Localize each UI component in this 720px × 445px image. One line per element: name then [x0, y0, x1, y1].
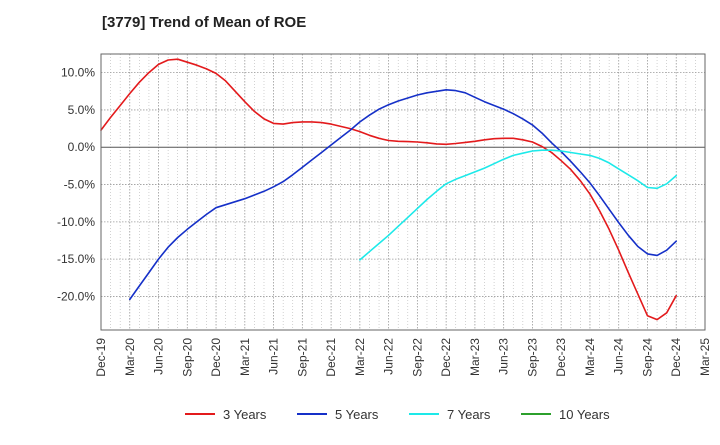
x-tick-label: Jun-22: [382, 338, 396, 375]
x-tick-label: Mar-25: [698, 338, 712, 376]
x-tick-label: Jun-20: [152, 338, 166, 375]
legend-label: 5 Years: [335, 407, 379, 422]
y-tick-label: 0.0%: [68, 140, 96, 154]
series-layer: [100, 58, 677, 321]
x-tick-label-layer: Dec-19 Mar-20 Jun-20 Sep-20 Dec-20 Mar-21 Jun-…: [94, 338, 712, 377]
x-tick-label: Sep-22: [410, 338, 424, 377]
x-tick-label: Dec-21: [324, 338, 338, 377]
y-tick-label: -5.0%: [64, 178, 96, 192]
y-tick-label: -10.0%: [57, 215, 95, 229]
x-tick-label: Jun-24: [612, 338, 626, 375]
x-tick-label: Mar-23: [468, 338, 482, 376]
x-tick-label: Jun-23: [497, 338, 511, 375]
x-tick-label: Mar-21: [238, 338, 252, 376]
x-tick-label: Sep-24: [640, 338, 654, 377]
legend: 3 Years 5 Years 7 Years 10 Years: [185, 407, 610, 422]
series-line-5-years: [129, 89, 677, 301]
plot-frame-layer: [100, 53, 706, 331]
y-tick-label-layer: 10.0% 5.0% 0.0% -5.0% -10.0% -15.0% -20.0%: [57, 66, 95, 304]
y-tick-label: -20.0%: [57, 289, 95, 303]
x-tick-label: Dec-20: [209, 338, 223, 377]
x-tick-label: Mar-24: [583, 338, 597, 376]
x-tick-label: Jun-21: [267, 338, 281, 375]
y-tick-label: 10.0%: [61, 66, 95, 80]
x-tick-label: Sep-23: [525, 338, 539, 377]
x-tick-label: Mar-22: [353, 338, 367, 376]
x-tick-label: Dec-19: [94, 338, 108, 377]
x-tick-label: Dec-24: [669, 338, 683, 377]
plot-frame: [100, 53, 706, 331]
x-tick-label: Dec-22: [439, 338, 453, 377]
x-tick-label: Sep-21: [295, 338, 309, 377]
series-line-3-years: [100, 58, 677, 321]
series-line-7-years: [359, 149, 677, 261]
grid-layer: [101, 54, 705, 330]
chart-title: [3779] Trend of Mean of ROE: [102, 14, 307, 31]
legend-label: 10 Years: [559, 407, 610, 422]
x-tick-label: Mar-20: [123, 338, 137, 376]
y-tick-label: 5.0%: [68, 103, 96, 117]
y-tick-label: -15.0%: [57, 252, 95, 266]
legend-label: 7 Years: [447, 407, 491, 422]
x-tick-label: Sep-20: [180, 338, 194, 377]
legend-label: 3 Years: [223, 407, 267, 422]
x-tick-label: Dec-23: [554, 338, 568, 377]
